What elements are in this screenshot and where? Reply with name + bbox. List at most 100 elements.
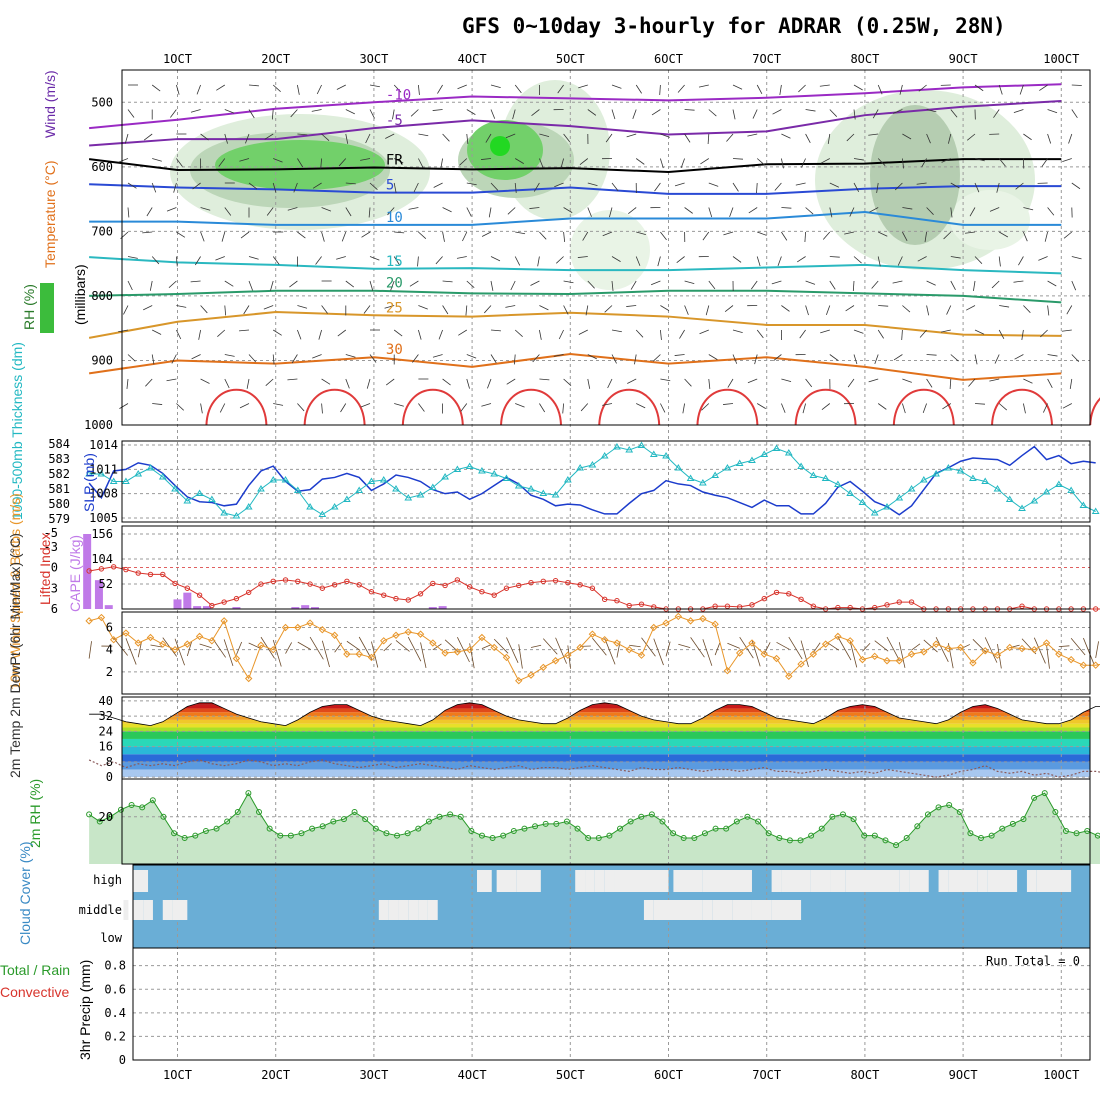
wind-speed-marker: [785, 672, 793, 680]
wind-speed-marker: [109, 635, 118, 644]
wind-barb: [218, 158, 226, 167]
wind-barb: [869, 207, 879, 213]
wind-barb: [702, 231, 710, 241]
wind-barb: [747, 378, 758, 384]
wind-barb: [829, 109, 838, 117]
temp-tick-label: 32: [99, 709, 113, 723]
wind-barb: [846, 133, 855, 142]
temp-band: [122, 727, 1090, 732]
wind-barb: [822, 231, 831, 240]
wind-barb: [143, 133, 153, 141]
lifted-index-marker: [258, 581, 264, 587]
temp-band: [122, 704, 1090, 709]
high-cloud-bar: [673, 870, 703, 892]
high-cloud-bar: [614, 870, 669, 892]
wind-barb: [248, 84, 259, 87]
cape-bar: [94, 580, 103, 609]
rh-marker: [914, 823, 921, 830]
precip-tick-label: 0.8: [104, 959, 126, 973]
wind-barb: [466, 280, 475, 288]
thickness-marker: [441, 473, 449, 480]
panel-frame-rh: [121, 778, 1091, 865]
middle-cloud-bar: [408, 900, 419, 920]
wind-barb: [853, 354, 858, 365]
thickness-marker: [760, 450, 769, 457]
slp-line: [88, 445, 1096, 516]
thickness-marker: [1042, 488, 1051, 495]
thickness-marker: [490, 470, 499, 477]
wind-barb: [853, 84, 863, 91]
date-tick-top: 8OCT: [850, 52, 879, 66]
wind-barb: [826, 305, 831, 316]
wind-barb: [1039, 84, 1048, 91]
surface-wind-barb: [1033, 637, 1046, 664]
precip-legend-total: Total / Rain: [0, 962, 70, 978]
wind-barb: [311, 109, 322, 112]
rh-marker: [340, 816, 347, 823]
wind-barb: [297, 329, 302, 340]
isotherm-line: [88, 158, 1062, 173]
surface-wind-barb: [88, 641, 92, 659]
hot-isotherm: [303, 388, 366, 426]
wind-barb: [200, 207, 211, 211]
wind-barb: [998, 403, 1008, 411]
wind-barb: [781, 403, 786, 413]
date-tick-bottom: 10OCT: [1043, 1068, 1079, 1082]
wind-barb: [246, 378, 250, 389]
wind-barb: [143, 305, 153, 311]
thickness-axis-label: 1000-500mb Thickness (dm): [9, 342, 25, 520]
wind-barb: [950, 280, 956, 291]
lifted-index-marker: [773, 589, 780, 596]
wind-barb: [974, 403, 986, 405]
rh-marker: [946, 801, 953, 808]
wind-barb: [265, 378, 274, 386]
date-tick-top: 9OCT: [949, 52, 978, 66]
wind-barb: [539, 158, 544, 168]
wind-barb: [243, 305, 250, 315]
thickness-marker: [563, 476, 572, 483]
wind-barb: [505, 305, 516, 308]
wind-barb: [756, 329, 764, 339]
lifted-index-marker: [270, 578, 276, 585]
wind-speed-marker: [183, 640, 192, 648]
wind-barb: [166, 207, 177, 212]
wind-speed-marker: [907, 650, 916, 658]
wind-barb: [941, 158, 951, 163]
lifted-index-marker: [516, 582, 522, 589]
wind-barb: [152, 403, 163, 405]
wind-barb: [273, 158, 283, 163]
surface-wind-barb: [150, 644, 163, 648]
rh-marker: [606, 832, 613, 839]
wind-barb: [321, 403, 323, 414]
middle-cloud-bar: [712, 900, 733, 920]
surface-wind-barb: [395, 640, 410, 652]
wind-speed-marker: [735, 649, 744, 657]
wind-barb: [385, 133, 395, 139]
surface-wind-barb: [236, 641, 243, 655]
wind-barb: [922, 403, 927, 414]
lifted-index-marker: [405, 597, 411, 603]
wind-barb: [580, 403, 589, 412]
wind-speed-marker: [465, 645, 474, 654]
slp-tick-label: 1008: [89, 487, 118, 501]
wind-speed-marker: [662, 619, 670, 627]
thickness-marker: [1079, 501, 1088, 508]
wind-barb: [224, 109, 235, 114]
wind-barb: [1047, 133, 1052, 144]
wind-speed-marker: [1079, 661, 1088, 669]
cape-bar: [232, 607, 241, 609]
rh-marker: [224, 818, 231, 825]
wind-barb: [394, 403, 404, 407]
wind-barb: [119, 403, 129, 409]
wind-barb: [899, 84, 903, 95]
wind-barb: [902, 403, 906, 414]
date-tick-top: 7OCT: [752, 52, 781, 66]
thickness-marker: [969, 474, 977, 481]
wind-barb: [974, 329, 985, 335]
high-cloud-bar: [496, 870, 517, 892]
wind-barb: [505, 133, 516, 139]
lifted-index-marker: [295, 578, 301, 585]
temp-bands: [122, 702, 1090, 778]
wind-barb: [176, 305, 187, 308]
rh-marker: [563, 818, 570, 825]
